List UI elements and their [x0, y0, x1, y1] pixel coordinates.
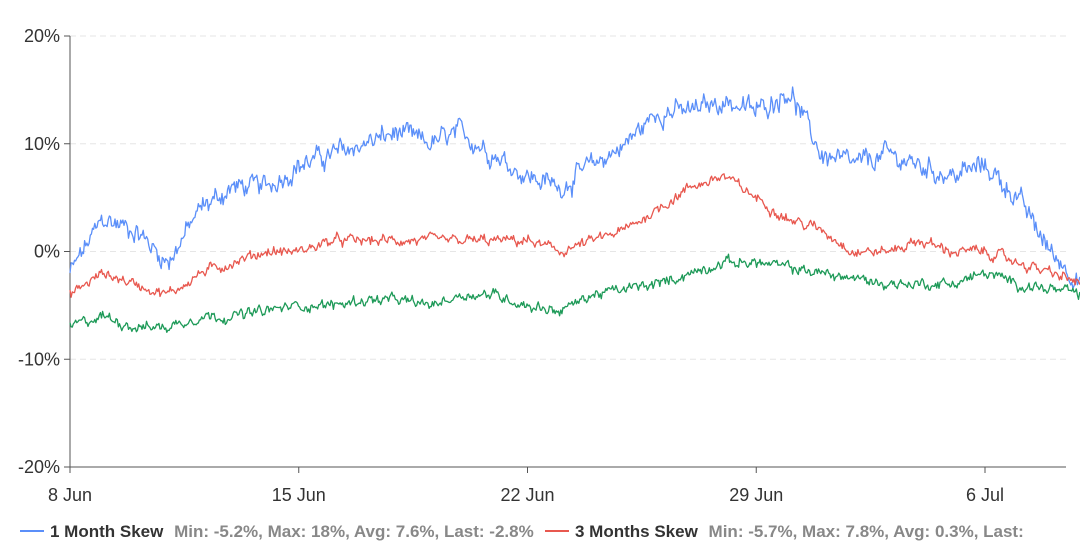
legend-stats-1-month-skew: Min: -5.2%, Max: 18%, Avg: 7.6%, Last: -…	[174, 522, 534, 541]
x-tick-label: 6 Jul	[966, 485, 1004, 505]
y-tick-label: 20%	[24, 26, 60, 46]
legend[interactable]: 1 Month Skew Min: -5.2%, Max: 18%, Avg: …	[20, 522, 1024, 541]
x-tick-label: 15 Jun	[272, 485, 326, 505]
x-axis-ticks: 8 Jun 15 Jun 22 Jun 29 Jun 6 Jul	[48, 467, 1004, 505]
axes	[69, 36, 1066, 468]
y-axis-ticks: 20% 10% 0% -10% -20%	[18, 26, 70, 477]
series-lines	[69, 86, 1080, 333]
legend-stats-3-months-skew: Min: -5.7%, Max: 7.8%, Avg: 0.3%, Last:	[709, 522, 1024, 541]
legend-label-1-month-skew: 1 Month Skew	[50, 522, 164, 541]
x-tick-label: 29 Jun	[729, 485, 783, 505]
legend-label-3-months-skew: 3 Months Skew	[575, 522, 699, 541]
y-tick-label: 10%	[24, 134, 60, 154]
svg-text:3 Months Skew Min: -5.: 3 Months Skew Min: -5.7%, Max: 7.8%, Avg…	[575, 522, 1024, 541]
legend-item-1-month-skew[interactable]: 1 Month Skew Min: -5.2%, Max: 18%, Avg: …	[20, 522, 534, 541]
svg-text:1 Month Skew Min: -5.2: 1 Month Skew Min: -5.2%, Max: 18%, Avg: …	[50, 522, 534, 541]
y-tick-label: -20%	[18, 457, 60, 477]
gridlines	[70, 35, 1066, 360]
y-tick-label: 0%	[34, 242, 60, 262]
x-tick-label: 22 Jun	[500, 485, 554, 505]
series-line-1	[69, 86, 1080, 290]
x-tick-label: 8 Jun	[48, 485, 92, 505]
y-tick-label: -10%	[18, 349, 60, 369]
series-line-3	[69, 253, 1080, 333]
legend-item-3-months-skew[interactable]: 3 Months Skew Min: -5.7%, Max: 7.8%, Avg…	[545, 522, 1024, 541]
series-line-2	[69, 173, 1080, 298]
